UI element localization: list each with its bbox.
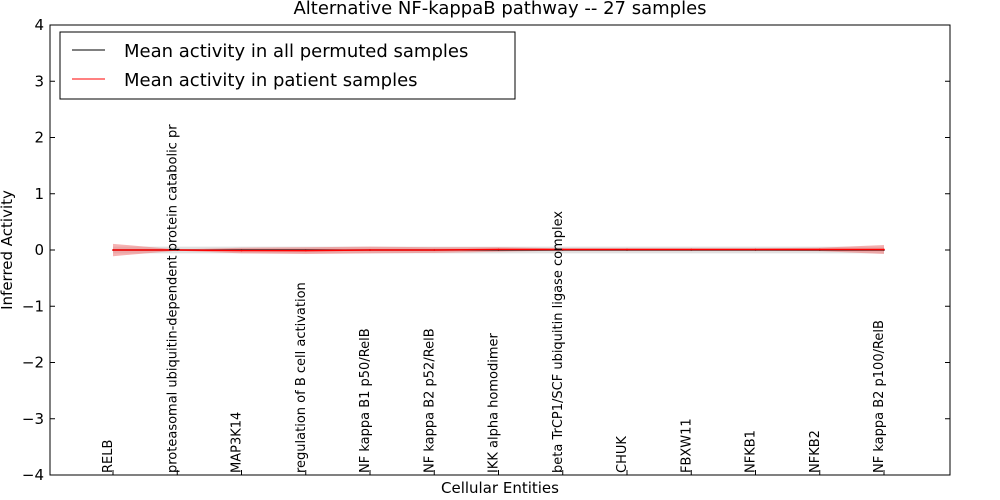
data-point bbox=[690, 248, 693, 251]
data-point bbox=[433, 249, 436, 251]
y-tick-label: 3 bbox=[34, 72, 44, 90]
y-tick-label: −2 bbox=[22, 354, 44, 372]
x-tick-label: regulation of B cell activation bbox=[294, 282, 309, 473]
y-tick-label: 4 bbox=[34, 16, 44, 34]
data-point bbox=[561, 248, 564, 251]
legend-label-patient: Mean activity in patient samples bbox=[124, 70, 418, 91]
chart-title: Alternative NF-kappaB pathway -- 27 samp… bbox=[293, 0, 706, 19]
data-point bbox=[369, 249, 371, 251]
y-tick-label: −4 bbox=[22, 466, 44, 484]
x-tick-label: proteasomal ubiquitin-dependent protein … bbox=[165, 124, 180, 473]
data-point bbox=[626, 248, 628, 251]
y-tick-label: −3 bbox=[22, 410, 44, 428]
legend-label-permuted: Mean activity in all permuted samples bbox=[124, 41, 468, 62]
data-point bbox=[818, 248, 821, 251]
plot-area-frame bbox=[49, 24, 951, 476]
data-point bbox=[176, 249, 179, 251]
x-tick-label: NFKB1 bbox=[744, 430, 759, 473]
data-point bbox=[754, 248, 757, 251]
data-point bbox=[304, 249, 307, 252]
y-tick-label: 2 bbox=[34, 129, 44, 147]
x-tick-label: CHUK bbox=[615, 436, 630, 473]
data-point bbox=[497, 248, 500, 251]
legend: Mean activity in all permuted samples Me… bbox=[59, 31, 516, 100]
y-tick-label: 1 bbox=[34, 185, 44, 203]
x-tick-label: NFKB2 bbox=[808, 430, 823, 473]
legend-box bbox=[59, 31, 516, 100]
x-tick-label: NF kappa B1 p50/RelB bbox=[358, 328, 373, 473]
x-tick-label: RELB bbox=[101, 440, 116, 473]
x-tick-label: MAP3K14 bbox=[230, 412, 245, 473]
y-tick-label: −1 bbox=[22, 297, 44, 315]
x-axis-label: Cellular Entities bbox=[441, 479, 559, 497]
y-tick-label: 0 bbox=[34, 241, 44, 259]
y-axis-label: Inferred Activity bbox=[0, 190, 16, 310]
x-tick-label: FBXW11 bbox=[679, 418, 694, 473]
data-point bbox=[240, 249, 243, 252]
data-point bbox=[883, 248, 885, 251]
data-point bbox=[112, 249, 114, 251]
x-tick-label: NF kappa B2 p52/RelB bbox=[422, 328, 437, 473]
x-tick-label: beta TrCP1/SCF ubiquitin ligase complex bbox=[551, 211, 566, 473]
x-tick-label: IKK alpha homodimer bbox=[487, 332, 502, 473]
x-tick-label: NF kappa B2 p100/RelB bbox=[872, 320, 887, 473]
